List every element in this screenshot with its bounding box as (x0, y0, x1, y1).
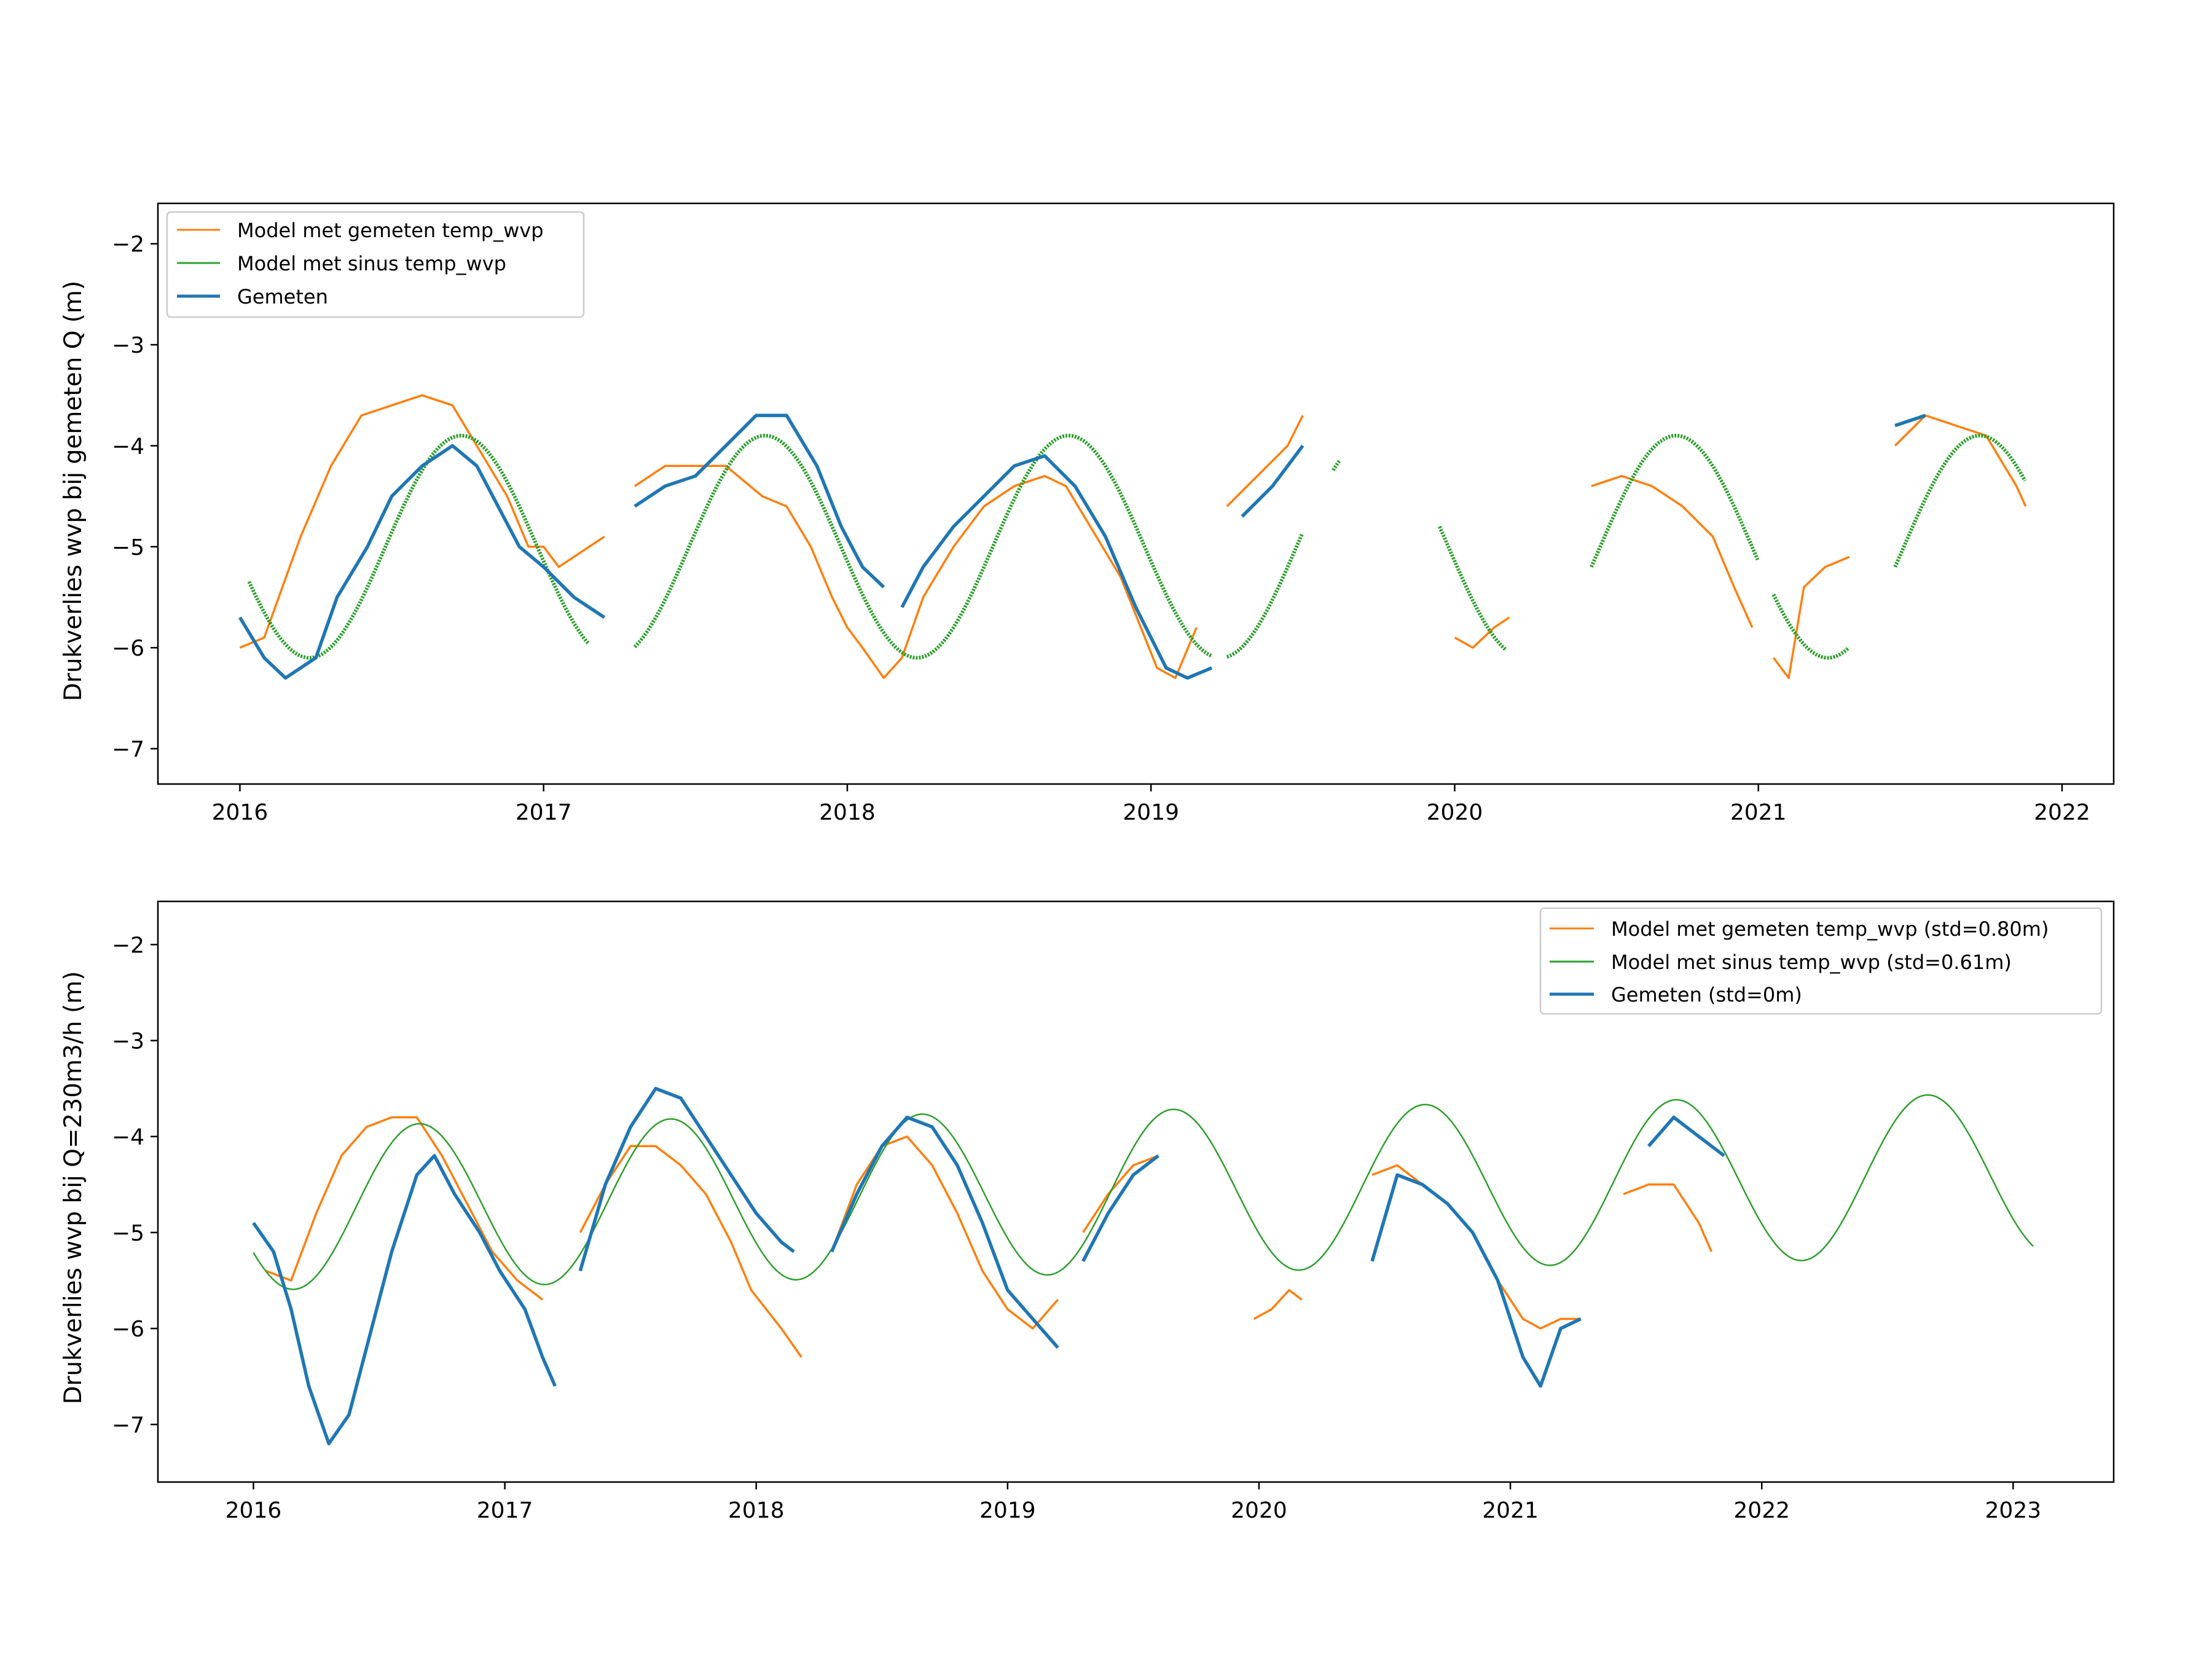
x-tick-label: 2018 (819, 800, 876, 825)
x-tick-label: 2022 (2034, 800, 2090, 825)
x-tick-label: 2019 (979, 1498, 1036, 1523)
x-tick-label: 2021 (1730, 800, 1787, 825)
x-tick-label: 2021 (1482, 1498, 1539, 1523)
bottom-chart-x-ticks: 2016 2017 2018 2019 2020 2021 2022 2023 (226, 1482, 2042, 1523)
x-tick-label: 2017 (477, 1498, 533, 1523)
top-chart-legend-box (166, 211, 585, 318)
bottom-chart-legend-box (1539, 907, 2103, 1015)
y-tick-label: −4 (112, 1125, 144, 1150)
series-model-sine-line (633, 434, 1213, 660)
top-chart-plot-area (238, 394, 2027, 680)
x-tick-label: 2016 (226, 1498, 282, 1523)
legend-label-model-sine: Model met sinus temp_wvp (237, 252, 506, 275)
x-tick-label: 2020 (1427, 800, 1483, 825)
bottom-chart-plot-area (252, 1086, 2034, 1446)
bottom-chart-y-ticks: −7 −6 −5 −4 −3 −2 (112, 933, 158, 1438)
series-measured-line (252, 1086, 1725, 1446)
series-model-sine-line (1438, 525, 1508, 652)
y-tick-label: −5 (112, 535, 144, 560)
x-tick-label: 2018 (728, 1498, 785, 1523)
y-tick-label: −6 (112, 636, 144, 661)
top-chart-panel: Drukverlies wvp bij gemeten Q (m) −7 −6 −5… (60, 202, 2115, 825)
series-model-measured-line (239, 394, 2027, 680)
top-chart-y-ticks: −7 −6 −5 −4 −3 −2 (112, 232, 158, 762)
top-chart-ylabel: Drukverlies wvp bij gemeten Q (m) (60, 281, 87, 701)
x-tick-label: 2020 (1231, 1498, 1287, 1523)
legend-label-model-measured: Model met gemeten temp_wvp (237, 219, 544, 242)
top-chart-legend: Model met gemeten temp_wvp Model met sin… (166, 211, 585, 318)
series-model-sine-line (253, 1094, 2034, 1290)
x-tick-label: 2019 (1123, 800, 1179, 825)
legend-label-measured: Gemeten (237, 285, 328, 308)
x-tick-label: 2023 (1985, 1498, 2042, 1523)
y-tick-label: −5 (112, 1221, 144, 1246)
bottom-chart-panel: Drukverlies wvp bij Q=230m3/h (m) −7 −6 −5… (60, 900, 2115, 1523)
top-chart-x-ticks: 2016 2017 2018 2019 2020 2021 2022 (212, 784, 2090, 825)
series-model-measured-line (265, 1116, 1713, 1358)
legend-label-model-sine-std: Model met sinus temp_wvp (std=0.61m) (1611, 951, 2012, 974)
bottom-chart-legend: Model met gemeten temp_wvp (std=0.80m) M… (1539, 907, 2103, 1015)
y-tick-label: −2 (112, 232, 144, 257)
y-tick-label: −3 (112, 333, 144, 358)
y-tick-label: −3 (112, 1029, 144, 1054)
x-tick-label: 2017 (516, 800, 572, 825)
series-model-sine-line (1590, 434, 1760, 568)
legend-label-model-measured-std: Model met gemeten temp_wvp (std=0.80m) (1611, 917, 2049, 941)
series-model-sine-line (1332, 460, 1341, 471)
series-model-sine-line (1771, 594, 1851, 660)
y-tick-label: −7 (112, 737, 144, 762)
top-chart-frame (157, 202, 2115, 785)
y-tick-label: −7 (112, 1413, 144, 1438)
y-tick-label: −4 (112, 434, 144, 459)
series-model-sine-line (247, 581, 301, 657)
bottom-chart-ylabel: Drukverlies wvp bij Q=230m3/h (m) (60, 971, 87, 1404)
legend-label-measured-std: Gemeten (std=0m) (1611, 983, 1802, 1006)
y-tick-label: −6 (112, 1317, 144, 1342)
series-measured-line (238, 414, 1926, 680)
series-model-sine-line (1893, 434, 2027, 568)
bottom-chart-frame (157, 900, 2115, 1483)
y-tick-label: −2 (112, 933, 144, 958)
x-tick-label: 2022 (1733, 1498, 1790, 1523)
x-tick-label: 2016 (212, 800, 269, 825)
